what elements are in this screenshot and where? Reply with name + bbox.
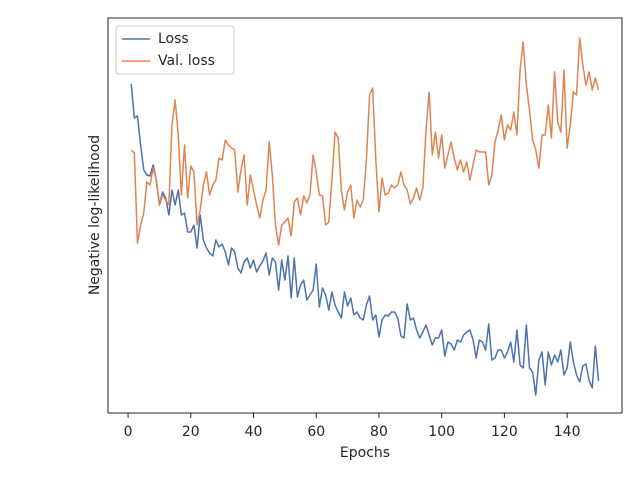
y-axis-label: Negative log-likelihood xyxy=(87,135,103,295)
x-axis-label: Epochs xyxy=(340,445,390,461)
x-tick-label: 0 xyxy=(124,424,133,440)
x-tick-label: 20 xyxy=(182,424,200,440)
legend-label: Val. loss xyxy=(158,53,215,69)
x-tick-label: 140 xyxy=(554,424,581,440)
x-tick-label: 40 xyxy=(245,424,263,440)
legend-label: Loss xyxy=(158,31,189,47)
x-tick-label: 100 xyxy=(428,424,455,440)
x-tick-label: 80 xyxy=(370,424,388,440)
x-tick-label: 60 xyxy=(307,424,325,440)
plot-frame xyxy=(107,17,623,414)
x-tick-label: 120 xyxy=(491,424,518,440)
line-series xyxy=(130,83,600,396)
legend-box xyxy=(115,25,235,75)
line-series xyxy=(130,37,600,246)
